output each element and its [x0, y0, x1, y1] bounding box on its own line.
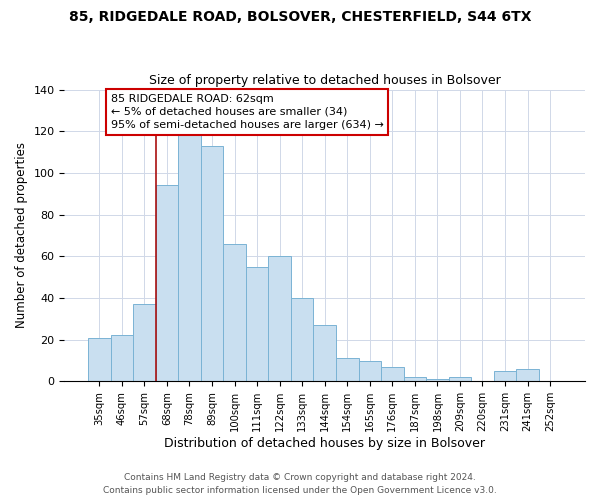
- Text: Contains HM Land Registry data © Crown copyright and database right 2024.
Contai: Contains HM Land Registry data © Crown c…: [103, 474, 497, 495]
- Bar: [88, 338, 110, 382]
- Bar: [449, 377, 471, 382]
- Bar: [133, 304, 155, 382]
- Bar: [404, 377, 426, 382]
- Bar: [110, 336, 133, 382]
- Bar: [201, 146, 223, 382]
- Y-axis label: Number of detached properties: Number of detached properties: [15, 142, 28, 328]
- X-axis label: Distribution of detached houses by size in Bolsover: Distribution of detached houses by size …: [164, 437, 485, 450]
- Title: Size of property relative to detached houses in Bolsover: Size of property relative to detached ho…: [149, 74, 500, 87]
- Text: 85, RIDGEDALE ROAD, BOLSOVER, CHESTERFIELD, S44 6TX: 85, RIDGEDALE ROAD, BOLSOVER, CHESTERFIE…: [69, 10, 531, 24]
- Bar: [516, 369, 539, 382]
- Bar: [313, 325, 336, 382]
- Text: 85 RIDGEDALE ROAD: 62sqm
← 5% of detached houses are smaller (34)
95% of semi-de: 85 RIDGEDALE ROAD: 62sqm ← 5% of detache…: [110, 94, 383, 130]
- Bar: [381, 367, 404, 382]
- Bar: [359, 360, 381, 382]
- Bar: [494, 371, 516, 382]
- Bar: [336, 358, 359, 382]
- Bar: [246, 266, 268, 382]
- Bar: [178, 136, 201, 382]
- Bar: [291, 298, 313, 382]
- Bar: [223, 244, 246, 382]
- Bar: [268, 256, 291, 382]
- Bar: [426, 380, 449, 382]
- Bar: [155, 186, 178, 382]
